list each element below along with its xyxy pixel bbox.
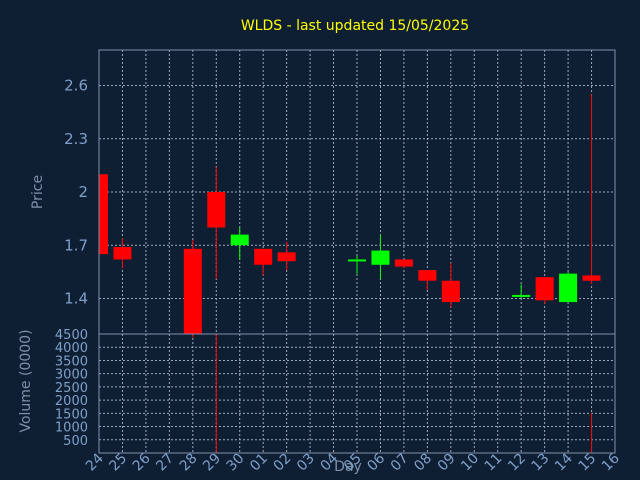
candle (230, 227, 249, 260)
candle (207, 167, 226, 279)
candle (371, 234, 390, 279)
day-tick-label: 03 (294, 451, 318, 475)
volume-tick-label: 4500 (55, 328, 88, 343)
day-tick-label: 01 (247, 451, 271, 475)
day-tick-label: 24 (83, 450, 107, 474)
day-tick-label: 26 (130, 450, 154, 474)
day-tick-label: 12 (505, 451, 529, 475)
volume-axis-label: Volume (0000) (18, 329, 34, 432)
candle-body (230, 234, 249, 246)
day-tick-label: 25 (106, 451, 130, 475)
volume-tick-label: 1000 (55, 421, 88, 436)
volume-tick-label: 2000 (55, 394, 88, 409)
day-tick-label: 15 (575, 451, 599, 475)
volume-grid (98, 333, 616, 453)
candle (254, 248, 273, 276)
candle (394, 259, 413, 269)
day-tick-label: 10 (458, 451, 482, 475)
candle (535, 277, 554, 304)
candles (98, 94, 601, 338)
candle-body (183, 248, 202, 334)
day-tick-label: 29 (200, 451, 224, 475)
candle (418, 270, 437, 290)
y-axis-label: Price (30, 175, 46, 209)
candle-body (535, 277, 554, 301)
price-tick-label: 2 (78, 183, 88, 201)
candle (582, 94, 601, 285)
day-tick-label: 28 (177, 451, 201, 475)
candle-body (254, 248, 273, 265)
candle-body (582, 275, 601, 281)
price-tick-label: 2.3 (64, 130, 88, 148)
day-tick-label: 16 (599, 450, 623, 474)
chart-title: WLDS - last updated 15/05/2025 (241, 18, 469, 34)
candle (512, 284, 531, 299)
day-tick-label: 14 (552, 450, 576, 474)
day-tick-label: 08 (411, 451, 435, 475)
candle (348, 255, 366, 274)
day-tick-label: 27 (153, 451, 177, 475)
candle-body (277, 252, 296, 262)
volume-tick-label: 2500 (55, 381, 88, 396)
volume-tick-label: 1500 (55, 407, 88, 422)
day-tick-label: 11 (482, 451, 506, 475)
candle-body (99, 174, 108, 255)
volume-bars (215, 334, 593, 453)
candle (559, 271, 578, 303)
day-tick-label: 30 (224, 451, 248, 475)
candle (183, 239, 202, 338)
candle-body (559, 273, 578, 303)
day-tick-label: 13 (529, 451, 553, 475)
candle-body (394, 259, 413, 267)
volume-tick-label: 4000 (55, 341, 88, 356)
day-tick-label: 07 (388, 451, 412, 475)
candle (113, 238, 132, 269)
candle-body (348, 259, 366, 262)
volume-tick-label: 500 (63, 434, 88, 449)
price-tick-label: 1.4 (64, 290, 88, 308)
volume-tick-label: 3500 (55, 354, 88, 369)
day-tick-label: 09 (435, 451, 459, 475)
candle (277, 241, 296, 271)
candle (441, 263, 460, 308)
price-tick-label: 2.6 (64, 77, 88, 95)
candle-body (441, 280, 460, 303)
candle-body (371, 250, 390, 265)
candle-body (207, 192, 226, 228)
candle-body (512, 294, 531, 297)
x-axis-label: Day (334, 459, 362, 475)
day-ticks: 24 25 26 27 28 29 30 01 02 03 04 05 06 07 08 09 10 11 12 13… (83, 450, 623, 474)
candle-body (418, 270, 437, 281)
day-tick-label: 06 (364, 450, 388, 474)
candle (98, 174, 108, 255)
price-tick-label: 1.7 (64, 236, 88, 254)
volume-tick-label: 3000 (55, 368, 88, 383)
candle-body (113, 247, 132, 260)
volume-frame (98, 333, 616, 454)
day-tick-label: 02 (271, 451, 295, 475)
price-ticks: 1.4 1.7 2 2.3 2.6 (64, 77, 88, 308)
